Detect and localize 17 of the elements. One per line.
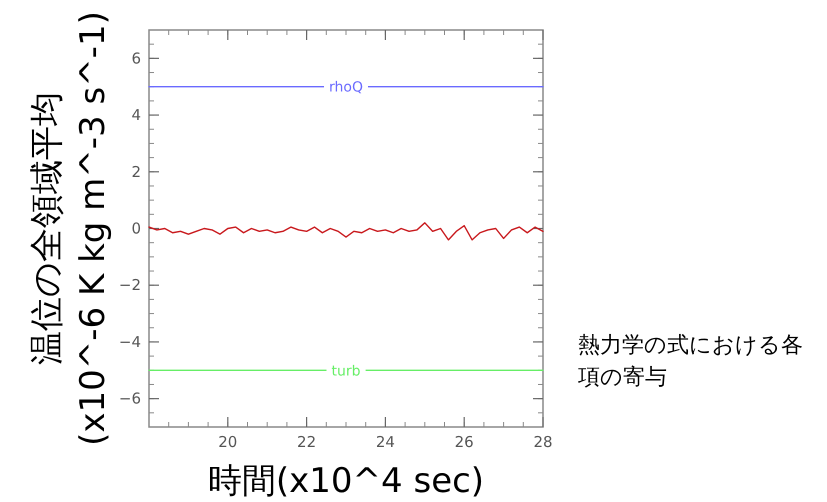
x-tick-label: 26 bbox=[454, 433, 474, 451]
x-tick-label: 24 bbox=[376, 433, 395, 451]
y-axis-title: 温位の全領域平均 (x10^-6 K kg m^-3 s^-1) bbox=[27, 11, 113, 446]
text: 熱力学の式における各項の寄与 bbox=[578, 332, 804, 392]
y-tick-label: −4 bbox=[118, 332, 141, 351]
y-tick-label: 6 bbox=[131, 49, 141, 68]
y-tick-label: 0 bbox=[131, 220, 141, 238]
y-tick-label: −6 bbox=[118, 390, 141, 408]
x-tick-label: 28 bbox=[533, 433, 553, 451]
series-label: rhoQ bbox=[329, 80, 363, 96]
y-tick-label: 4 bbox=[131, 106, 141, 124]
x-tick-label: 22 bbox=[297, 433, 316, 451]
x-axis-title: 時間(x10^4 sec) bbox=[208, 461, 484, 501]
x-tick-label: 20 bbox=[218, 433, 238, 451]
y-tick-label: 2 bbox=[131, 162, 141, 181]
series-label: turb bbox=[331, 363, 361, 380]
y-tick-label: −2 bbox=[118, 276, 141, 294]
